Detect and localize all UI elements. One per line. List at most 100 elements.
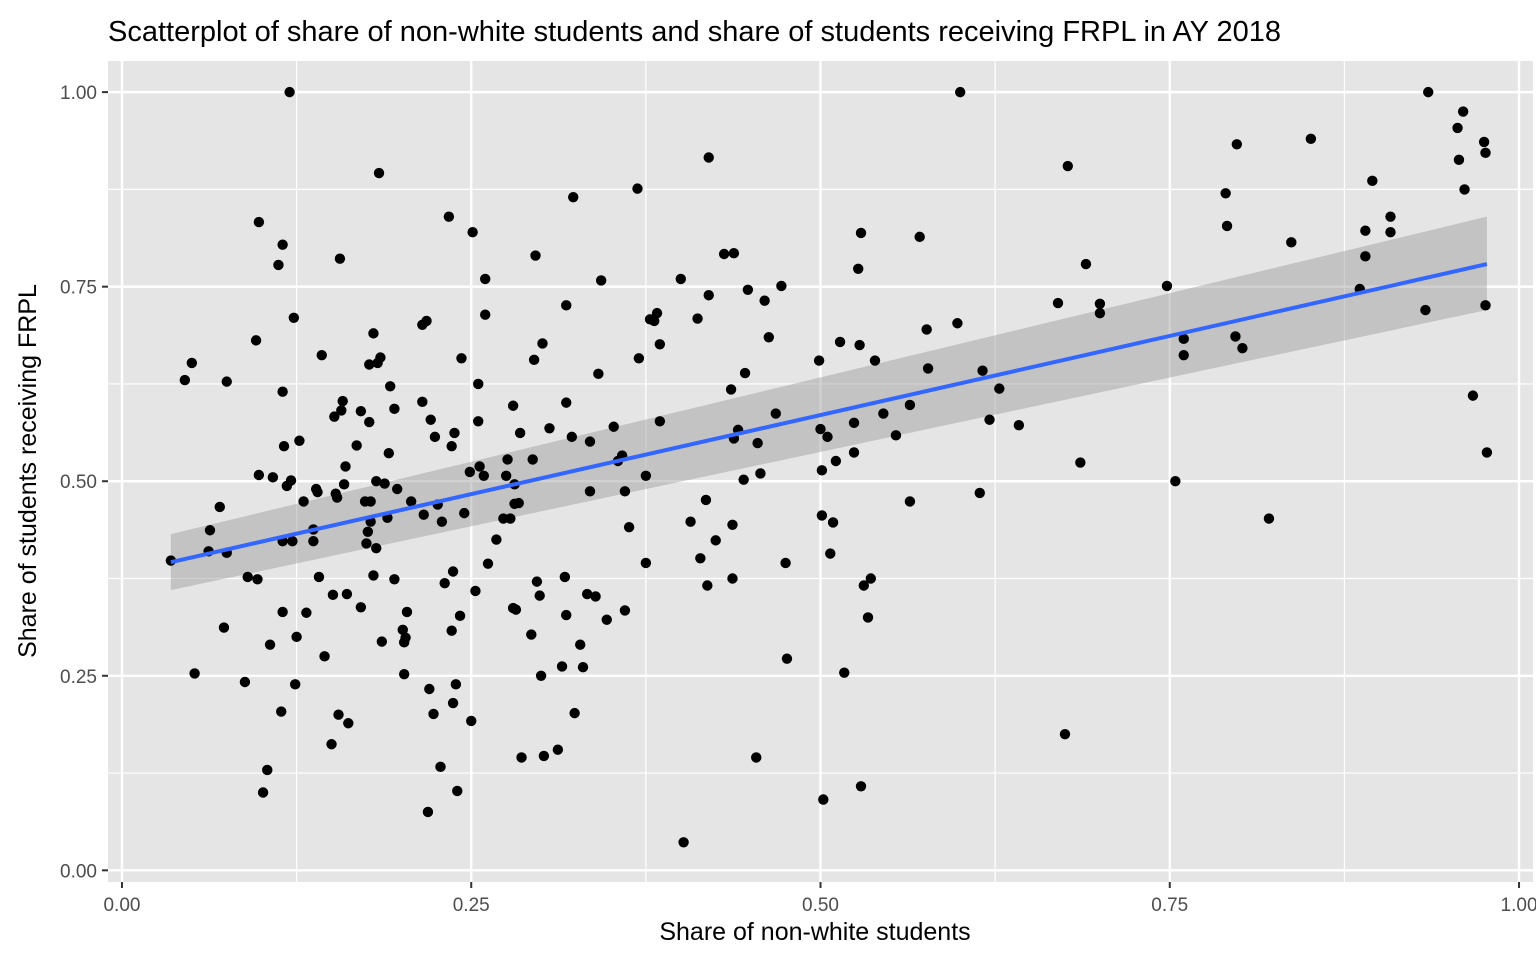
data-point [751,752,762,763]
data-point [692,313,703,324]
data-point [703,152,714,163]
data-point [329,411,340,422]
data-point [1385,227,1396,238]
data-point [313,571,325,583]
data-point [813,355,825,366]
data-point [500,470,512,481]
data-point [379,478,390,489]
data-point [1423,86,1434,98]
data-point [1305,133,1317,145]
data-point [827,517,839,528]
data-point [343,718,354,729]
data-point [581,588,593,600]
data-point [502,454,513,465]
data-point [763,332,775,343]
data-point [1059,728,1071,740]
data-point [450,679,462,690]
data-point [977,365,988,376]
trend-line [170,262,1488,565]
data-point [834,336,846,348]
data-point [727,519,738,531]
data-point [776,280,787,292]
x-tick-label: 0.50 [802,895,839,916]
data-point [678,837,689,848]
data-point [538,750,550,762]
data-point [530,250,541,261]
data-point [1453,154,1465,166]
x-tick-label: 0.25 [453,895,490,916]
data-point [338,479,350,490]
data-point [601,614,612,625]
data-point [685,516,696,527]
data-point [974,487,985,499]
data-point [291,631,302,643]
data-point [1360,251,1371,262]
data-point [675,273,686,285]
data-point [351,440,362,451]
data-point [513,497,524,509]
data-point [375,352,386,363]
data-point [341,588,353,600]
data-point [1178,333,1189,345]
data-point [1467,390,1479,401]
data-point [480,309,491,320]
data-point [830,455,842,467]
data-point [561,397,572,408]
data-point [429,431,441,443]
data-point [759,295,770,306]
data-point [1220,188,1231,199]
data-point [1221,220,1233,232]
data-point [633,353,645,364]
data-point [447,697,459,709]
data-point [516,752,527,763]
x-axis-label: Share of non-white students [659,918,970,946]
data-point [285,475,297,486]
data-point [1457,106,1469,117]
data-point [1094,307,1106,319]
data-point [815,423,826,435]
data-point [1263,513,1275,524]
data-point [556,661,568,672]
data-point [371,476,382,487]
data-point [368,328,379,339]
data-point [822,431,833,443]
x-tick-label: 1.00 [1501,895,1536,916]
trend-line-layer [170,262,1488,565]
data-point [447,566,459,577]
data-point [439,577,450,589]
data-point [531,576,543,587]
data-point [848,447,860,458]
data-point [424,683,435,695]
data-point [473,378,484,390]
data-point [443,211,455,222]
data-point [739,367,751,379]
data-point [436,516,448,527]
data-point [204,525,216,536]
data-point [334,253,346,264]
data-point [702,580,713,591]
data-point [482,558,494,569]
data-point [428,708,439,720]
data-point [273,259,284,271]
data-point [308,535,319,547]
data-point [584,486,596,497]
data-point [1452,122,1463,134]
data-point [854,339,865,351]
data-point [718,248,730,260]
data-point [1161,280,1173,292]
data-point [362,526,374,538]
data-point [869,355,881,366]
data-point [288,312,300,324]
confidence-band [170,216,1487,591]
data-point [1170,476,1181,487]
data-point [301,607,312,618]
data-point [425,414,436,425]
data-point [1013,419,1025,431]
data-point [474,461,485,472]
data-point [355,602,367,613]
data-point [446,441,457,452]
data-point [466,715,477,727]
data-point [890,430,902,441]
